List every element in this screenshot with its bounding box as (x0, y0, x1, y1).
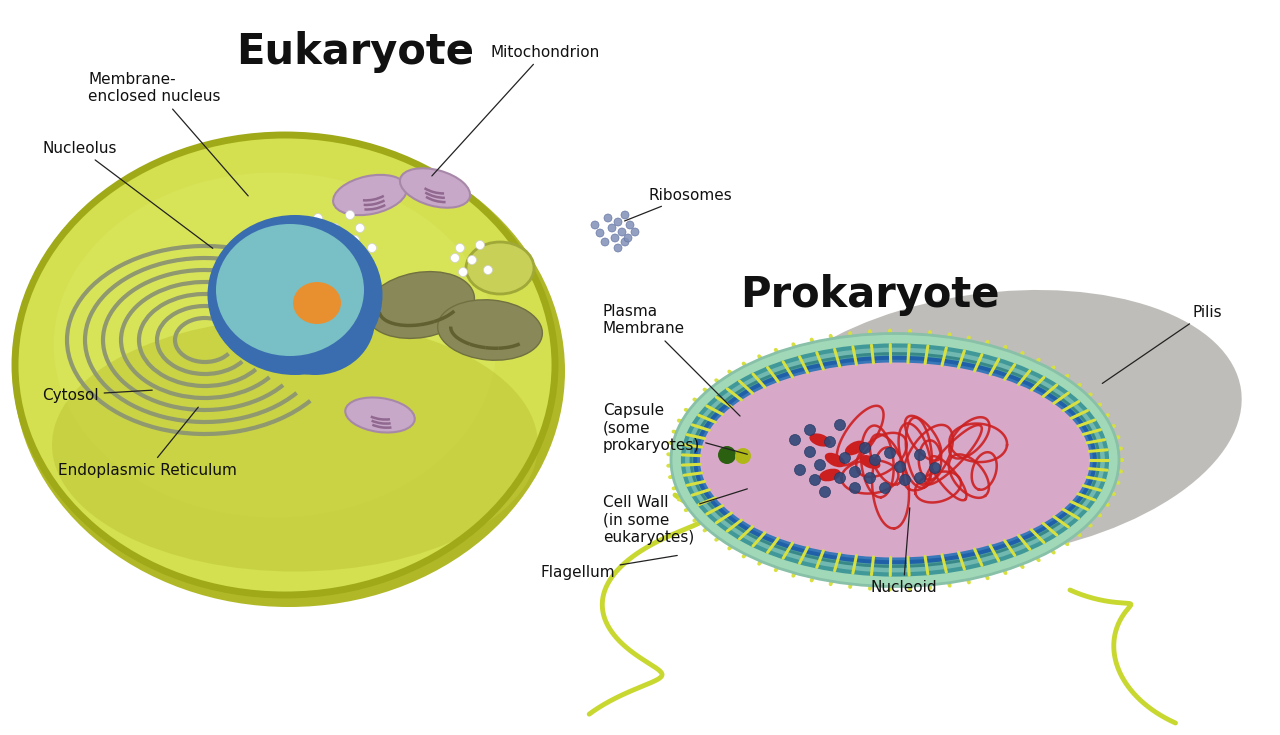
Text: Membrane-
enclosed nucleus: Membrane- enclosed nucleus (88, 72, 248, 196)
Text: Cell Wall
(in some
eukaryotes): Cell Wall (in some eukaryotes) (603, 489, 748, 545)
Circle shape (458, 268, 467, 276)
Text: Nucleolus: Nucleolus (42, 140, 212, 248)
Ellipse shape (346, 398, 415, 432)
Ellipse shape (700, 362, 1091, 558)
Circle shape (456, 243, 465, 253)
Circle shape (467, 256, 476, 265)
Ellipse shape (671, 334, 1119, 587)
Circle shape (631, 228, 639, 236)
Text: Prokaryote: Prokaryote (740, 274, 1000, 316)
Circle shape (805, 446, 815, 457)
Circle shape (879, 482, 891, 493)
Ellipse shape (819, 469, 841, 481)
Circle shape (618, 228, 626, 236)
Circle shape (343, 260, 352, 270)
Circle shape (591, 221, 599, 229)
Circle shape (451, 254, 460, 262)
Circle shape (850, 467, 860, 478)
Circle shape (814, 459, 826, 470)
Circle shape (824, 437, 836, 448)
Text: Endoplasmic Reticulum: Endoplasmic Reticulum (58, 407, 237, 478)
Text: Cytosol: Cytosol (42, 387, 152, 403)
Circle shape (805, 425, 815, 436)
Circle shape (604, 214, 612, 222)
Ellipse shape (845, 441, 865, 456)
Circle shape (914, 450, 925, 461)
Circle shape (795, 465, 805, 476)
Ellipse shape (466, 242, 534, 294)
Ellipse shape (333, 175, 407, 215)
Circle shape (869, 454, 881, 465)
Circle shape (835, 420, 846, 431)
Ellipse shape (15, 135, 556, 595)
Ellipse shape (739, 290, 1242, 560)
Circle shape (850, 482, 860, 493)
Ellipse shape (684, 345, 1107, 575)
Ellipse shape (207, 215, 383, 375)
Text: Pilis: Pilis (1102, 304, 1221, 384)
Circle shape (475, 240, 485, 249)
Text: Ribosomes: Ribosomes (625, 187, 732, 221)
Ellipse shape (438, 300, 543, 360)
Circle shape (895, 462, 905, 473)
Circle shape (367, 243, 376, 253)
Circle shape (356, 223, 365, 232)
Circle shape (346, 210, 355, 220)
Circle shape (718, 446, 736, 464)
Circle shape (484, 265, 493, 274)
Circle shape (884, 448, 896, 459)
Ellipse shape (366, 272, 475, 338)
Circle shape (790, 434, 800, 445)
Circle shape (625, 234, 632, 242)
Text: Flagellum: Flagellum (540, 556, 677, 579)
Circle shape (621, 211, 628, 219)
Ellipse shape (54, 173, 497, 517)
Ellipse shape (52, 318, 538, 572)
Circle shape (626, 221, 634, 229)
Circle shape (596, 229, 604, 237)
Circle shape (840, 453, 850, 464)
Ellipse shape (293, 282, 340, 324)
Circle shape (335, 251, 344, 259)
Circle shape (819, 487, 831, 498)
Ellipse shape (691, 354, 1100, 567)
Circle shape (614, 244, 622, 252)
Circle shape (608, 224, 616, 232)
Circle shape (311, 234, 320, 243)
Circle shape (929, 462, 941, 473)
Circle shape (859, 442, 870, 453)
Circle shape (351, 235, 360, 245)
Circle shape (735, 448, 751, 464)
Ellipse shape (860, 455, 881, 469)
Text: Mitochondrion: Mitochondrion (431, 45, 599, 176)
Circle shape (325, 240, 334, 249)
Text: Eukaryote: Eukaryote (236, 31, 474, 73)
Circle shape (900, 475, 910, 486)
Circle shape (602, 238, 609, 246)
Ellipse shape (13, 135, 564, 607)
Circle shape (330, 223, 339, 232)
Circle shape (835, 473, 846, 484)
Ellipse shape (809, 434, 831, 447)
Ellipse shape (399, 168, 470, 208)
Circle shape (614, 218, 622, 226)
Ellipse shape (216, 224, 364, 356)
Ellipse shape (255, 265, 375, 375)
Ellipse shape (824, 453, 845, 467)
Circle shape (914, 473, 925, 484)
Circle shape (809, 475, 820, 486)
Circle shape (621, 238, 628, 246)
Text: Plasma
Membrane: Plasma Membrane (603, 304, 740, 416)
Text: Nucleoid: Nucleoid (870, 508, 937, 595)
Circle shape (864, 473, 876, 484)
Text: Capsule
(some
prokaryotes): Capsule (some prokaryotes) (603, 403, 748, 454)
Circle shape (611, 234, 620, 242)
Circle shape (314, 213, 323, 223)
